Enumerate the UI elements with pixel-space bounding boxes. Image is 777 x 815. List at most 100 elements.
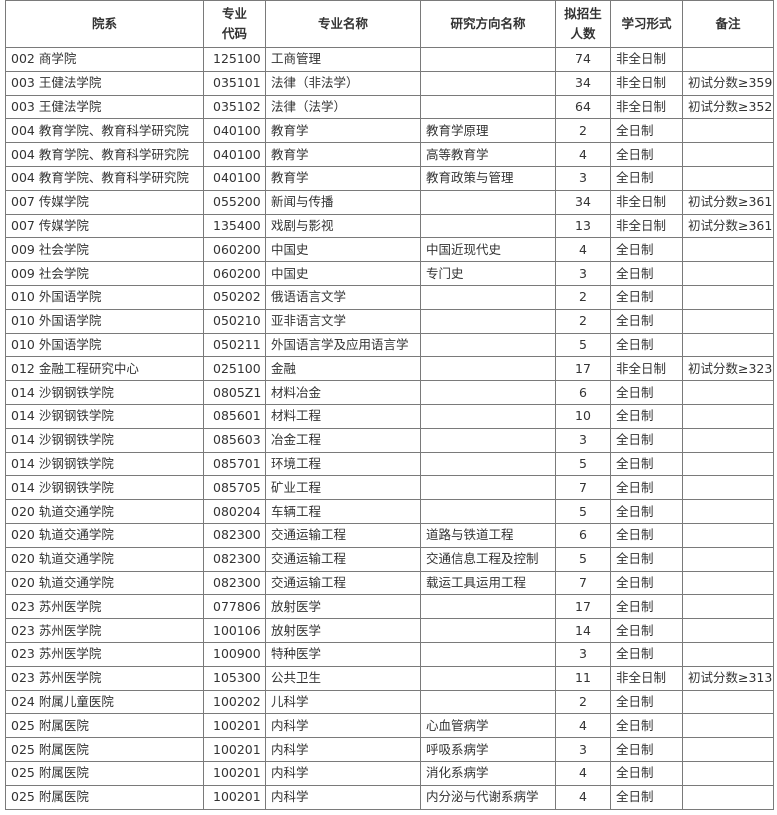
table-cell: 内科学 <box>265 713 421 739</box>
cell-text: 道路与铁道工程 <box>426 527 514 543</box>
column-header: 学习形式 <box>610 0 683 48</box>
table-row: 023 苏州医学院 100106 放射医学 14 全日制 <box>5 618 774 643</box>
table-cell <box>420 380 556 405</box>
table-cell <box>420 213 556 239</box>
table-cell: 交通运输工程 <box>265 570 421 596</box>
table-cell <box>420 499 556 524</box>
cell-text: 020 轨道交通学院 <box>11 574 114 590</box>
table-cell: 非全日制 <box>610 189 683 215</box>
cell-text: 3 <box>579 741 587 757</box>
cell-text: 014 沙钢钢铁学院 <box>11 384 114 400</box>
cell-text: 非全日制 <box>616 194 667 210</box>
table-cell: 全日制 <box>610 427 683 453</box>
table-cell <box>420 641 556 667</box>
table-cell: 3 <box>555 261 611 286</box>
table-row: 004 教育学院、教育科学研究院 040100 教育学 教育政策与管理 3 全日制 <box>5 165 774 191</box>
table-cell: 法律（法学） <box>265 94 421 120</box>
table-cell: 100201 <box>203 713 266 739</box>
table-row: 020 轨道交通学院 082300 交通运输工程 交通信息工程及控制 5 全日制 <box>5 546 774 572</box>
table-cell: 车辆工程 <box>265 499 421 524</box>
cell-text: 中国近现代史 <box>426 241 502 257</box>
table-cell: 工商管理 <box>265 47 421 72</box>
table-cell: 002 商学院 <box>5 47 204 72</box>
table-row: 009 社会学院 060200 中国史 中国近现代史 4 全日制 <box>5 237 774 263</box>
cell-text: 010 外国语学院 <box>11 336 102 352</box>
cell-text: 010 外国语学院 <box>11 289 102 305</box>
table-row: 014 沙钢钢铁学院 0805Z1 材料冶金 6 全日制 <box>5 380 774 405</box>
table-row: 025 附属医院 100201 内科学 心血管病学 4 全日制 <box>5 713 774 739</box>
cell-text: 050210 <box>213 313 261 329</box>
cell-text: 74 <box>575 51 591 67</box>
table-cell: 014 沙钢钢铁学院 <box>5 427 204 453</box>
table-cell: 14 <box>555 618 611 643</box>
cell-text: 34 <box>575 75 591 91</box>
table-cell <box>420 70 556 96</box>
table-cell: 009 社会学院 <box>5 237 204 263</box>
cell-text: 5 <box>579 503 587 519</box>
table-cell: 025 附属医院 <box>5 713 204 739</box>
table-cell: 040100 <box>203 142 266 167</box>
cell-text: 014 沙钢钢铁学院 <box>11 432 114 448</box>
cell-text: 全日制 <box>616 527 654 543</box>
table-cell: 内科学 <box>265 737 421 762</box>
cell-text: 全日制 <box>616 741 654 757</box>
cell-text: 023 苏州医学院 <box>11 670 102 686</box>
table-cell: 085603 <box>203 427 266 453</box>
table-cell: 34 <box>555 189 611 215</box>
table-cell <box>682 689 774 715</box>
table-cell: 2 <box>555 689 611 715</box>
table-cell: 金融 <box>265 356 421 382</box>
table-cell: 025 附属医院 <box>5 760 204 786</box>
cell-text: 载运工具运用工程 <box>426 574 527 590</box>
cell-text: 放射医学 <box>271 598 322 614</box>
table-cell: 材料工程 <box>265 403 421 429</box>
cell-text: 025 附属医院 <box>11 741 89 757</box>
table-cell <box>420 47 556 72</box>
table-cell: 014 沙钢钢铁学院 <box>5 451 204 477</box>
cell-text: 教育学 <box>271 146 309 162</box>
table-cell: 全日制 <box>610 165 683 191</box>
cell-text: 17 <box>575 598 591 614</box>
table-cell: 100201 <box>203 784 266 810</box>
cell-text: 初试分数≥359 <box>688 75 773 91</box>
cell-text: 3 <box>579 646 587 662</box>
table-cell: 004 教育学院、教育科学研究院 <box>5 142 204 167</box>
table-cell: 2 <box>555 118 611 144</box>
table-cell: 5 <box>555 546 611 572</box>
cell-text: 交通信息工程及控制 <box>426 551 539 567</box>
cell-text: 014 沙钢钢铁学院 <box>11 479 114 495</box>
table-cell <box>682 261 774 286</box>
table-cell: 全日制 <box>610 784 683 810</box>
table-cell: 007 传媒学院 <box>5 213 204 239</box>
table-cell: 100201 <box>203 737 266 762</box>
table-row: 010 外国语学院 050202 俄语语言文学 2 全日制 <box>5 284 774 310</box>
table-cell: 040100 <box>203 165 266 191</box>
cell-text: 儿科学 <box>271 693 309 709</box>
table-cell <box>682 118 774 144</box>
cell-text: 初试分数≥361 <box>688 217 773 233</box>
cell-text: 全日制 <box>616 336 654 352</box>
cell-text: 023 苏州医学院 <box>11 598 102 614</box>
cell-text: 全日制 <box>616 241 654 257</box>
cell-text: 085601 <box>213 408 261 424</box>
cell-text: 内分泌与代谢系病学 <box>426 789 539 805</box>
table-cell: 0805Z1 <box>203 380 266 405</box>
table-cell: 7 <box>555 475 611 501</box>
cell-text: 初试分数≥323 <box>688 360 773 376</box>
table-row: 025 附属医院 100201 内科学 内分泌与代谢系病学 4 全日制 <box>5 784 774 810</box>
cell-text: 全日制 <box>616 289 654 305</box>
cell-text: 全日制 <box>616 313 654 329</box>
table-cell: 法律（非法学） <box>265 70 421 96</box>
cell-text: 025 附属医院 <box>11 789 89 805</box>
table-cell: 13 <box>555 213 611 239</box>
cell-text: 050211 <box>213 336 261 352</box>
cell-text: 14 <box>575 622 591 638</box>
table-cell <box>682 570 774 596</box>
cell-text: 特种医学 <box>271 646 322 662</box>
table-cell: 003 王健法学院 <box>5 94 204 120</box>
cell-text: 014 沙钢钢铁学院 <box>11 455 114 471</box>
table-cell: 6 <box>555 380 611 405</box>
table-cell: 105300 <box>203 665 266 691</box>
cell-text: 13 <box>575 217 591 233</box>
header-text: 研究方向名称 <box>450 16 526 31</box>
